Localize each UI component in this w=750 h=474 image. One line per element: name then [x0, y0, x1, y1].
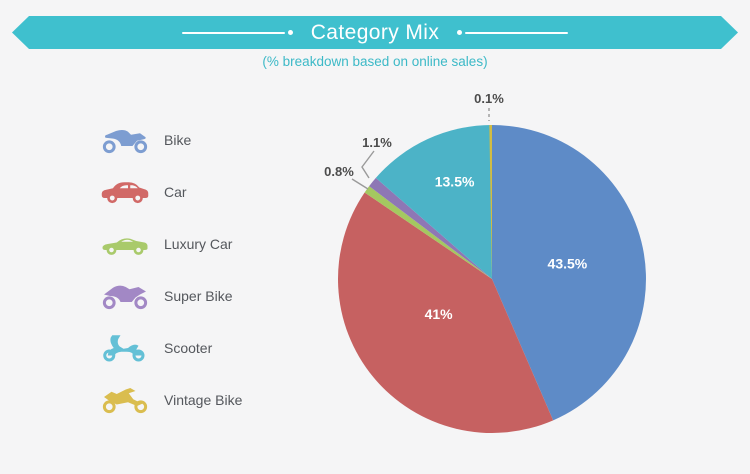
pie-slice-super-bike — [369, 177, 492, 279]
pie-leader-luxury-car — [351, 178, 369, 190]
page-title: Category Mix — [310, 20, 440, 44]
chart-subtitle: (% breakdown based on online sales) — [262, 54, 488, 69]
legend-label: Vintage Bike — [164, 392, 243, 408]
pie-label-bike: 43.5% — [548, 255, 588, 271]
title-ribbon: Category Mix — [12, 16, 738, 49]
pie-label-car: 41% — [425, 306, 454, 322]
legend-label: Car — [164, 184, 187, 200]
legend-item-super-bike: Super Bike — [100, 270, 242, 322]
car-icon — [100, 176, 150, 208]
title-decor-left — [182, 30, 293, 35]
scooter-icon — [100, 332, 150, 364]
legend-label: Luxury Car — [164, 236, 233, 252]
pie-label-luxury-car: 0.8% — [324, 164, 354, 179]
decor-line-right — [465, 32, 568, 34]
pie-label-scooter: 13.5% — [435, 174, 475, 190]
vintage-bike-icon — [100, 384, 150, 416]
pie-slice-scooter — [375, 125, 492, 279]
legend-item-car: Car — [100, 166, 242, 218]
pie-leader-super-bike — [361, 150, 375, 179]
legend-item-bike: Bike — [100, 114, 242, 166]
pie-label-super-bike: 1.1% — [362, 135, 392, 150]
legend-label: Scooter — [164, 340, 213, 356]
pie-slice-luxury-car — [364, 186, 492, 279]
decor-dot-left — [288, 30, 293, 35]
legend-item-luxury-car: Luxury Car — [100, 218, 242, 270]
pie-slice-vintage-bike — [489, 124, 492, 279]
decor-line-left — [182, 32, 285, 34]
pie-label-vintage-bike: 0.1% — [474, 91, 504, 106]
pie-slice-bike — [492, 125, 646, 421]
pie-slice-car — [338, 192, 554, 433]
legend-label: Super Bike — [164, 288, 233, 304]
sports-car-icon — [100, 228, 150, 260]
legend-item-scooter: Scooter — [100, 322, 242, 374]
title-decor-right — [457, 30, 568, 35]
legend-item-vintage-bike: Vintage Bike — [100, 374, 242, 426]
legend: Bike Car Luxury Car Super Bike Scooter Vintag… — [100, 114, 242, 426]
decor-dot-right — [457, 30, 462, 35]
superbike-icon — [100, 280, 150, 312]
motorcycle-icon — [100, 124, 150, 156]
legend-label: Bike — [164, 132, 192, 148]
